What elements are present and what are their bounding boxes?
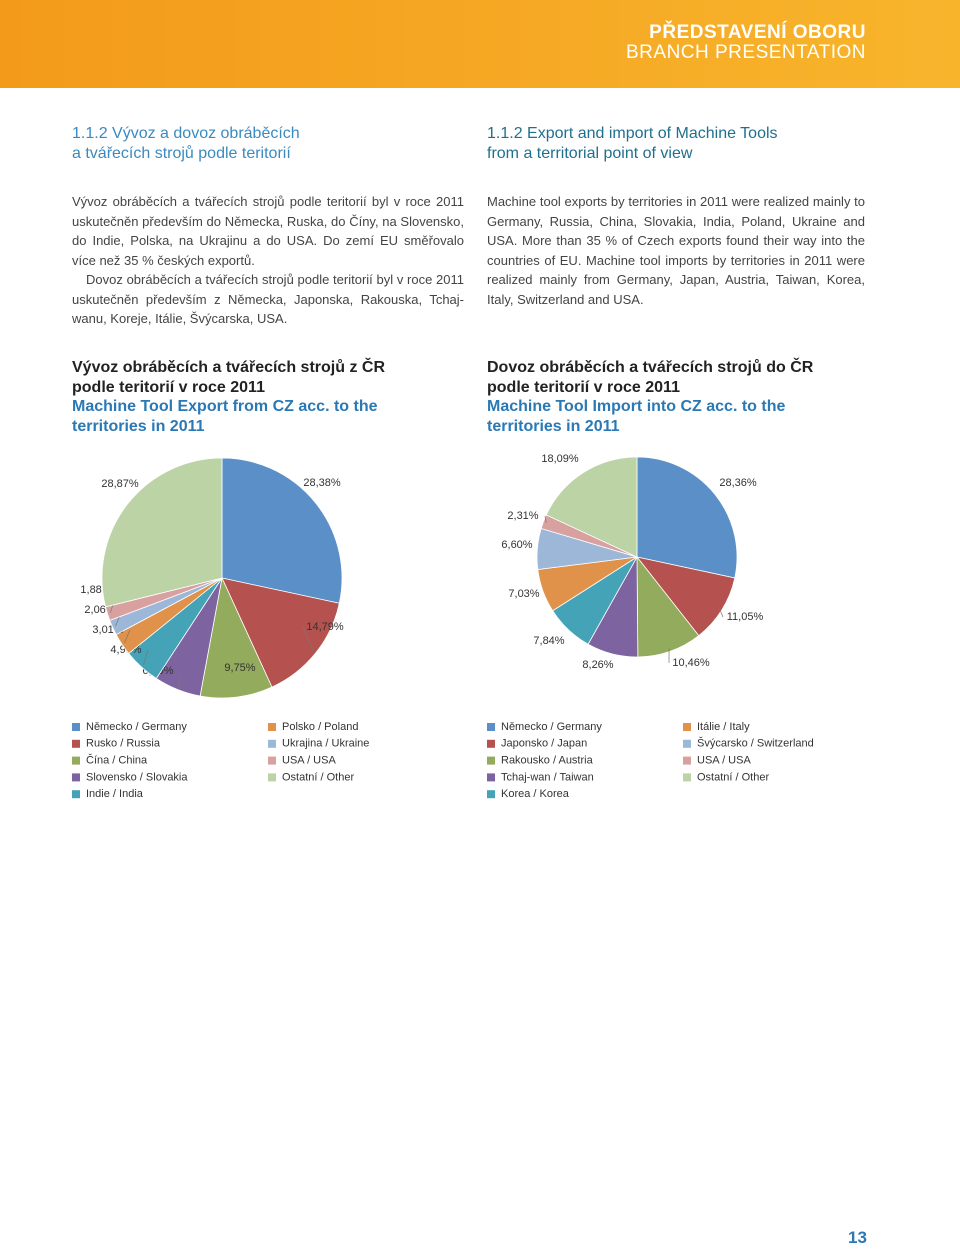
legend-swatch [268,773,276,782]
heading-line: from a territorial point of view [487,145,693,162]
pie-slice [545,456,638,558]
legend-swatch [487,739,495,748]
legend-label: Rusko / Russia [86,738,161,750]
legend-swatch [268,756,276,765]
chart-title: Dovoz obráběcích a tvářecích strojů do Č… [487,359,814,396]
data-label: 2,31% [507,510,538,522]
chart-heading: Vývoz obráběcích a tvářecích strojů z ČR… [72,358,417,436]
legend-label: USA / USA [282,755,336,767]
leader-line [302,626,314,652]
data-label: 7,84% [533,635,564,647]
chart-heading: Dovoz obráběcích a tvářecích strojů do Č… [487,358,847,436]
data-label: 10,46% [672,657,710,669]
legend-label: Slovensko / Slovakia [86,771,188,783]
leader-line [178,670,181,687]
legend-swatch [487,790,495,799]
header: PŘEDSTAVENÍ OBORU BRANCH PRESENTATION [0,0,960,88]
legend-label: Korea / Korea [501,788,570,800]
legend-label: USA / USA [697,755,751,767]
leader-line [143,649,149,665]
chart-subtitle: Machine Tool Import into CZ acc. to the … [487,398,786,435]
legend-label: Čína / China [86,754,148,767]
chart-subtitle: Machine Tool Export from CZ acc. to the … [72,398,378,435]
leader-line [718,608,724,618]
chart-title: Vývoz obráběcích a tvářecích strojů z ČR… [72,359,385,396]
legend-label: Japonsko / Japan [501,738,587,750]
legend-label: Tchaj-wan / Taiwan [501,771,594,783]
section-heading: 1.1.2 Vývoz a dovoz obráběcích a tvářecíc… [72,124,464,164]
header-subtitle: BRANCH PRESENTATION [626,42,866,63]
legend-label: Ostatní / Other [282,771,354,783]
paragraph: Dovoz obráběcích a tvářecích strojů podl… [72,272,464,326]
legend-label: Rakousko / Austria [501,755,594,767]
pie-slice [636,456,738,579]
legend-swatch [268,723,276,731]
legend-swatch [683,756,691,765]
page-number: 13 [848,1228,867,1247]
section-heading: 1.1.2 Export and import of Machine Tools… [487,124,865,164]
legend-swatch [683,739,691,748]
right-section: 1.1.2 Export and import of Machine Tools… [487,124,865,309]
pie-slice [221,577,340,688]
legend-swatch [72,723,80,731]
heading-line: 1.1.2 Export and import of Machine Tools [487,125,778,142]
legend-swatch [683,773,691,782]
legend-swatch [72,739,80,748]
left-section: 1.1.2 Vývoz a dovoz obráběcích a tvářecíc… [72,124,464,329]
data-label: 14,79% [306,621,344,633]
pie-slice [221,457,343,604]
pie-slice [199,576,273,699]
data-label: 9,75% [224,662,255,674]
data-label: 6,60% [501,539,532,551]
legend-label: Itálie / Italy [697,721,750,733]
legend-label: Německo / Germany [501,721,602,733]
legend-label: Polsko / Poland [282,721,358,733]
data-label: 11,05% [727,611,764,623]
data-label: 28,87% [101,478,139,490]
leader-line [124,629,131,643]
header-title: PŘEDSTAVENÍ OBORU [649,22,866,43]
legend-swatch [487,723,495,731]
heading-line: a tvářecích strojů podle teritorií [72,145,291,162]
data-label: 28,38% [303,477,341,489]
legend-label: Indie / India [86,788,144,800]
paragraph: Machine tool exports by territories in 2… [487,194,865,307]
legend-swatch [72,790,80,799]
data-label: 18,09% [541,453,579,465]
legend-label: Ostatní / Other [697,771,769,783]
legend-swatch [268,739,276,748]
data-label: 8,26% [582,659,613,671]
paragraph: Vývoz obráběcích a tvářecích strojů podl… [72,194,464,268]
legend-swatch [487,773,495,782]
legend-swatch [72,773,80,782]
legend-label: Ukrajina / Ukraine [282,738,369,750]
data-label: 28,36% [719,477,757,489]
heading-line: 1.1.2 Vývoz a dovoz obráběcích [72,125,300,142]
legend-label: Německo / Germany [86,721,187,733]
legend-swatch [683,723,691,731]
pie-slice [101,457,223,608]
leader-line [544,515,547,523]
data-label: 7,03% [508,588,539,600]
legend-swatch [72,756,80,765]
pie-slice [636,556,736,637]
legend-swatch [487,756,495,765]
legend-label: Švýcarsko / Switzerland [697,737,814,750]
